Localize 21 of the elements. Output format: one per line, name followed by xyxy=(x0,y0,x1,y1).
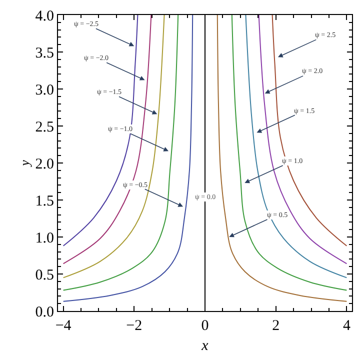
line-series xyxy=(272,15,348,246)
x-tick-label: −2 xyxy=(126,318,142,334)
y-tick-label: 3.0 xyxy=(35,82,54,98)
x-tick-label: 0 xyxy=(201,318,209,334)
y-tick-label: 4.0 xyxy=(35,8,54,24)
x-tick-label: −4 xyxy=(55,318,72,334)
y-tick-label: 2.0 xyxy=(35,156,54,172)
y-tick-label: 1.5 xyxy=(35,193,54,210)
x-tick-label: 4 xyxy=(342,318,351,334)
y-tick-label: 3.5 xyxy=(35,45,54,62)
y-tick-label: 1.0 xyxy=(35,230,54,246)
line-series xyxy=(62,15,152,264)
line-series xyxy=(245,15,348,278)
y-tick-label: 2.5 xyxy=(35,119,54,136)
y-axis-title: y xyxy=(17,160,32,168)
line-series xyxy=(258,15,348,264)
y-tick-label: 0.5 xyxy=(35,267,54,284)
x-axis-title: x xyxy=(200,338,209,354)
x-tick-label: 2 xyxy=(272,318,280,334)
y-tick-label: 0.0 xyxy=(35,304,54,320)
line-series xyxy=(62,15,165,278)
